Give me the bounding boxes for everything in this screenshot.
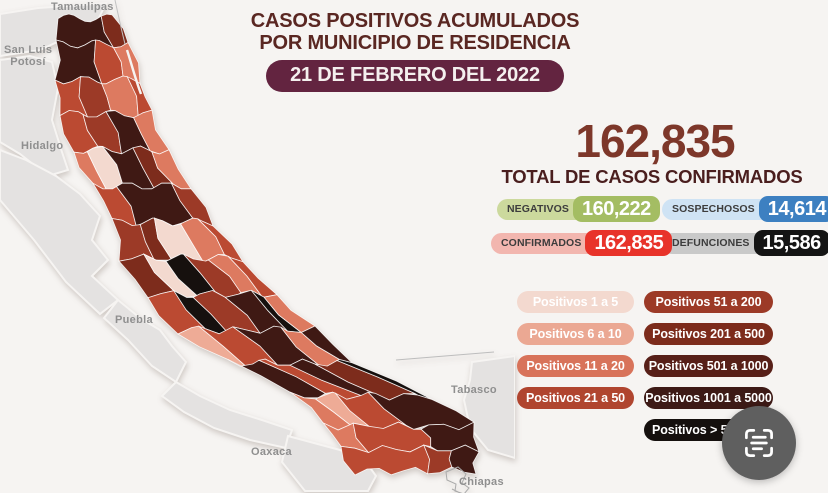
header: CASOS POSITIVOS ACUMULADOS POR MUNICIPIO… [232,10,598,92]
neighbor-state-shape [0,148,120,316]
page-title-line2: POR MUNICIPIO DE RESIDENCIA [259,32,571,54]
neighbor-state-shape [0,54,70,178]
stat-badge-value: 14,614 [758,196,828,222]
legend-item-51-200: Positivos 51 a 200 [644,291,773,313]
state-label-chiapas: Chiapas [459,476,504,488]
legend-item-6-10: Positivos 6 a 10 [517,323,634,345]
municipality-cell [340,444,431,476]
state-label-oaxaca: Oaxaca [251,446,292,458]
scan-overlay-button[interactable] [722,406,796,480]
legend-column-low: Positivos 1 a 5 Positivos 6 a 10 Positiv… [517,291,634,419]
stat-badge-label: CONFIRMADOS [491,232,599,254]
stat-badge-label: SOSPECHOSOS [662,198,772,220]
municipality-cell [448,444,480,475]
total-confirmed-value: 162,835 [575,115,735,167]
state-label-tamaulipas: Tamaulipas [51,1,114,13]
date-banner: 21 DE FEBRERO DEL 2022 [266,60,564,92]
state-label-san-luis-potosi: San Luis Potosí [4,44,53,68]
chiapas-outline [445,466,470,493]
legend-item-1001-5000: Positivos 1001 a 5000 [644,387,773,409]
total-confirmed-label: TOTAL DE CASOS CONFIRMADOS [501,166,803,187]
scan-lines-icon [745,429,773,457]
lagoon-gap [125,49,143,95]
tabasco-boundary-line [395,351,495,361]
stat-badge-defunciones: DEFUNCIONES 15,586 [662,230,828,256]
state-label-line: San Luis [4,44,53,56]
page-title-line1: CASOS POSITIVOS ACUMULADOS [250,10,580,32]
coast-boundary-line [114,0,126,45]
state-label-hidalgo: Hidalgo [21,140,64,152]
legend-item-11-20: Positivos 11 a 20 [517,355,634,377]
stat-badge-value: 160,222 [572,196,660,222]
legend-item-201-500: Positivos 201 a 500 [644,323,773,345]
stat-badge-label: DEFUNCIONES [662,232,767,254]
veracruz-choropleth-map [0,0,515,493]
stat-badge-negativos: NEGATIVOS 160,222 [497,196,660,222]
legend-item-21-50: Positivos 21 a 50 [517,387,634,409]
stat-badge-value: 162,835 [585,230,673,256]
neighbor-state-shape [102,298,188,384]
state-label-puebla: Puebla [115,314,153,326]
state-label-line: Potosí [10,55,46,68]
legend-item-501-1000: Positivos 501 a 1000 [644,355,773,377]
neighbor-state-shape [462,354,515,460]
legend-item-1-5: Positivos 1 a 5 [517,291,634,313]
stat-badge-label: NEGATIVOS [497,198,586,220]
stat-badge-sospechosos: SOSPECHOSOS 14,614 [662,196,828,222]
stat-badge-confirmados: CONFIRMADOS 162,835 [491,230,673,256]
stat-badge-value: 15,586 [753,230,828,256]
neighbor-state-shape [160,380,294,450]
state-label-tabasco: Tabasco [451,384,497,396]
